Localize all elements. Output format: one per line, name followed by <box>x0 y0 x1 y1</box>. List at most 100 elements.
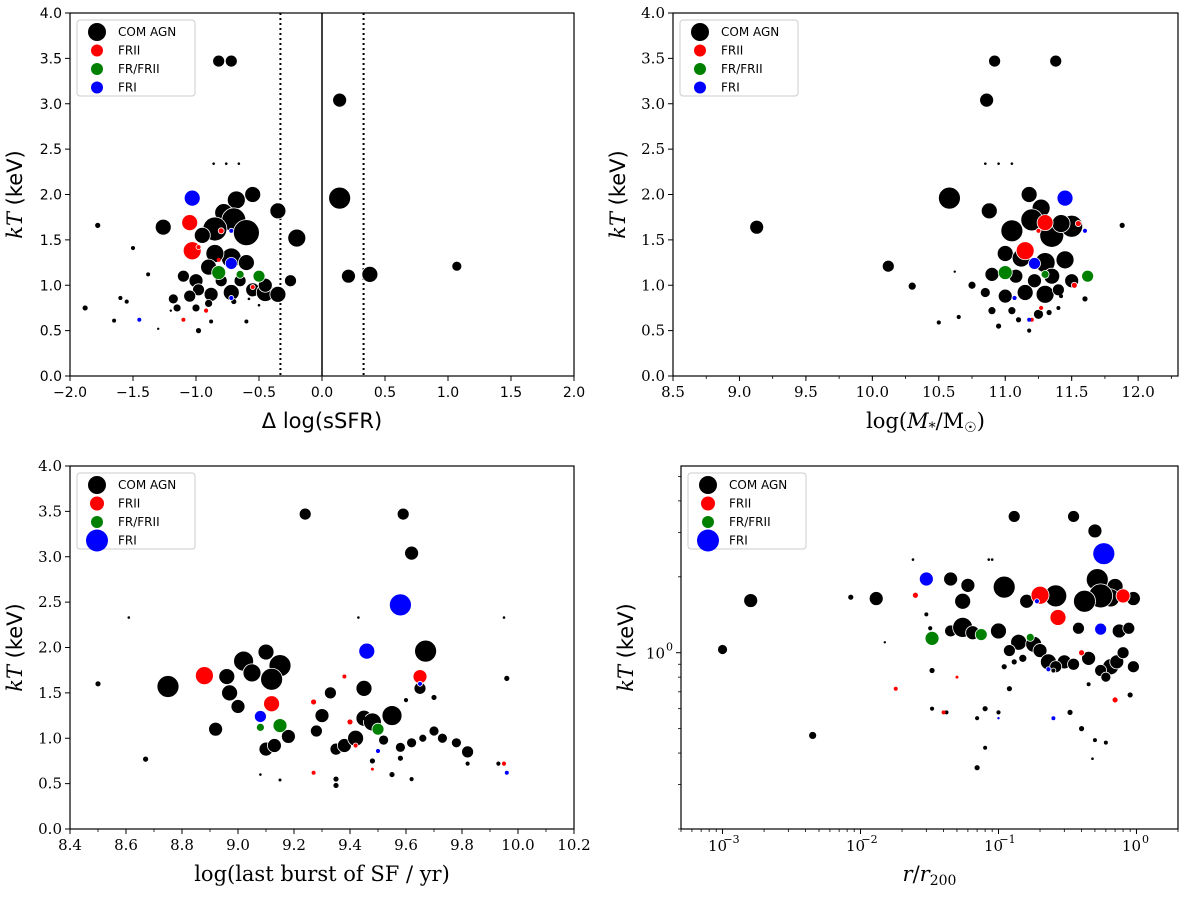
x-tick-label: −2.0 <box>53 385 87 401</box>
data-point-frii <box>1049 609 1067 626</box>
legend-marker <box>90 496 104 511</box>
x-tick-label: 10.0 <box>856 383 889 401</box>
data-point-com-agn <box>266 738 282 753</box>
data-point-com-agn <box>237 254 255 271</box>
data-point-frii <box>1030 585 1050 605</box>
data-point-com-agn <box>1067 510 1080 523</box>
data-point-com-agn <box>1091 757 1094 760</box>
data-point-fri <box>1051 716 1056 721</box>
data-point-com-agn <box>260 667 284 691</box>
y-axis-label-symbol: kT <box>3 210 27 239</box>
data-point-com-agn <box>1000 663 1008 671</box>
data-point-com-agn <box>1092 738 1097 743</box>
data-point-fri <box>1027 317 1032 322</box>
x-axis-label-part: log( <box>866 409 907 433</box>
data-point-com-agn <box>743 593 759 608</box>
y-tick-label: 0.5 <box>641 322 665 340</box>
data-point-com-agn <box>881 259 895 273</box>
data-point-com-agn <box>362 716 366 721</box>
legend-marker <box>694 63 706 75</box>
legend-marker <box>701 496 715 511</box>
data-point-com-agn <box>974 715 981 722</box>
x-tick-label: 9.0 <box>226 836 250 854</box>
data-point-com-agn <box>995 709 1002 716</box>
y-tick-label: 3.0 <box>40 97 62 113</box>
data-point-fri <box>1028 257 1041 270</box>
data-point-fri <box>1094 622 1108 636</box>
data-point-fri <box>918 571 934 587</box>
data-point-fri <box>1056 189 1074 207</box>
x-axis-label: log(last burst of SF / yr) <box>194 862 450 886</box>
legend-marker <box>88 476 106 494</box>
x-tick-label: 9.5 <box>794 383 818 401</box>
data-point-com-agn <box>749 219 765 235</box>
data-point-com-agn <box>195 327 202 335</box>
legend-marker <box>694 81 706 94</box>
data-point-com-agn <box>1010 162 1014 165</box>
x-axis-label-part: /M <box>936 409 965 433</box>
data-point-com-agn <box>943 571 959 587</box>
y-tick-label: 3.0 <box>641 95 665 113</box>
data-point-com-agn <box>157 327 160 331</box>
legend-marker <box>91 81 103 94</box>
data-point-com-agn <box>94 221 102 229</box>
x-tick-label: 9.0 <box>728 383 752 401</box>
legend-label: FRII <box>118 497 140 511</box>
legend-marker <box>88 23 106 41</box>
data-point-com-agn <box>167 293 179 305</box>
data-point-com-agn <box>1045 309 1053 316</box>
y-tick-label: 3.5 <box>641 49 665 67</box>
data-point-com-agn <box>984 266 1000 282</box>
data-point-com-agn <box>1122 621 1136 635</box>
data-point-com-agn <box>450 737 462 749</box>
data-point-com-agn <box>408 776 415 782</box>
y-tick-label: 3.5 <box>38 502 62 520</box>
legend-marker <box>91 44 103 57</box>
legend-box <box>679 19 799 97</box>
data-point-com-agn <box>503 674 511 682</box>
plot-frame <box>680 465 1179 830</box>
data-point-com-agn <box>1051 283 1065 297</box>
legend-label: COM AGN <box>721 25 779 39</box>
data-point-com-agn <box>242 663 262 683</box>
data-point-fri <box>1045 666 1052 673</box>
data-point-com-agn <box>280 729 296 744</box>
legend-label: FRI <box>118 534 137 548</box>
y-axis-label-unit: (keV) <box>3 603 27 665</box>
markers <box>749 54 1126 334</box>
data-point-com-agn <box>1016 284 1034 301</box>
legend: COM AGN FRII FR/FRII FRI <box>679 19 799 97</box>
data-point-com-agn <box>1126 691 1134 699</box>
data-point-com-agn <box>1126 660 1140 674</box>
data-point-com-agn <box>332 92 348 108</box>
data-point-frii <box>941 710 946 715</box>
data-point-com-agn <box>935 319 942 326</box>
data-point-com-agn <box>156 675 180 698</box>
data-point-fri <box>388 593 412 617</box>
data-point-com-agn <box>203 286 219 302</box>
data-point-com-agn <box>332 782 340 789</box>
data-point-com-agn <box>154 218 172 236</box>
data-point-com-agn <box>394 741 406 753</box>
legend-label: COM AGN <box>118 478 176 492</box>
data-point-com-agn <box>414 639 438 663</box>
legend-label: FRII <box>721 44 743 58</box>
markers <box>94 507 511 789</box>
data-point-fr-frii <box>272 718 288 733</box>
data-point-com-agn <box>979 287 991 298</box>
data-point-fr-frii <box>1040 269 1050 279</box>
data-point-com-agn <box>451 260 463 272</box>
data-point-com-agn <box>191 303 201 313</box>
y-axis-label-symbol: kT <box>3 663 27 692</box>
data-point-com-agn <box>204 298 214 308</box>
y-axis-label: kT (keV) <box>3 150 27 239</box>
data-point-com-agn <box>269 285 287 303</box>
data-point-fri <box>417 680 423 687</box>
x-tick-label: 10 <box>1122 837 1141 855</box>
y-tick-label: 2.0 <box>40 188 62 204</box>
x-tick-label: 11.5 <box>1055 383 1088 401</box>
data-point-com-agn <box>1049 54 1063 68</box>
legend-marker <box>702 516 714 528</box>
